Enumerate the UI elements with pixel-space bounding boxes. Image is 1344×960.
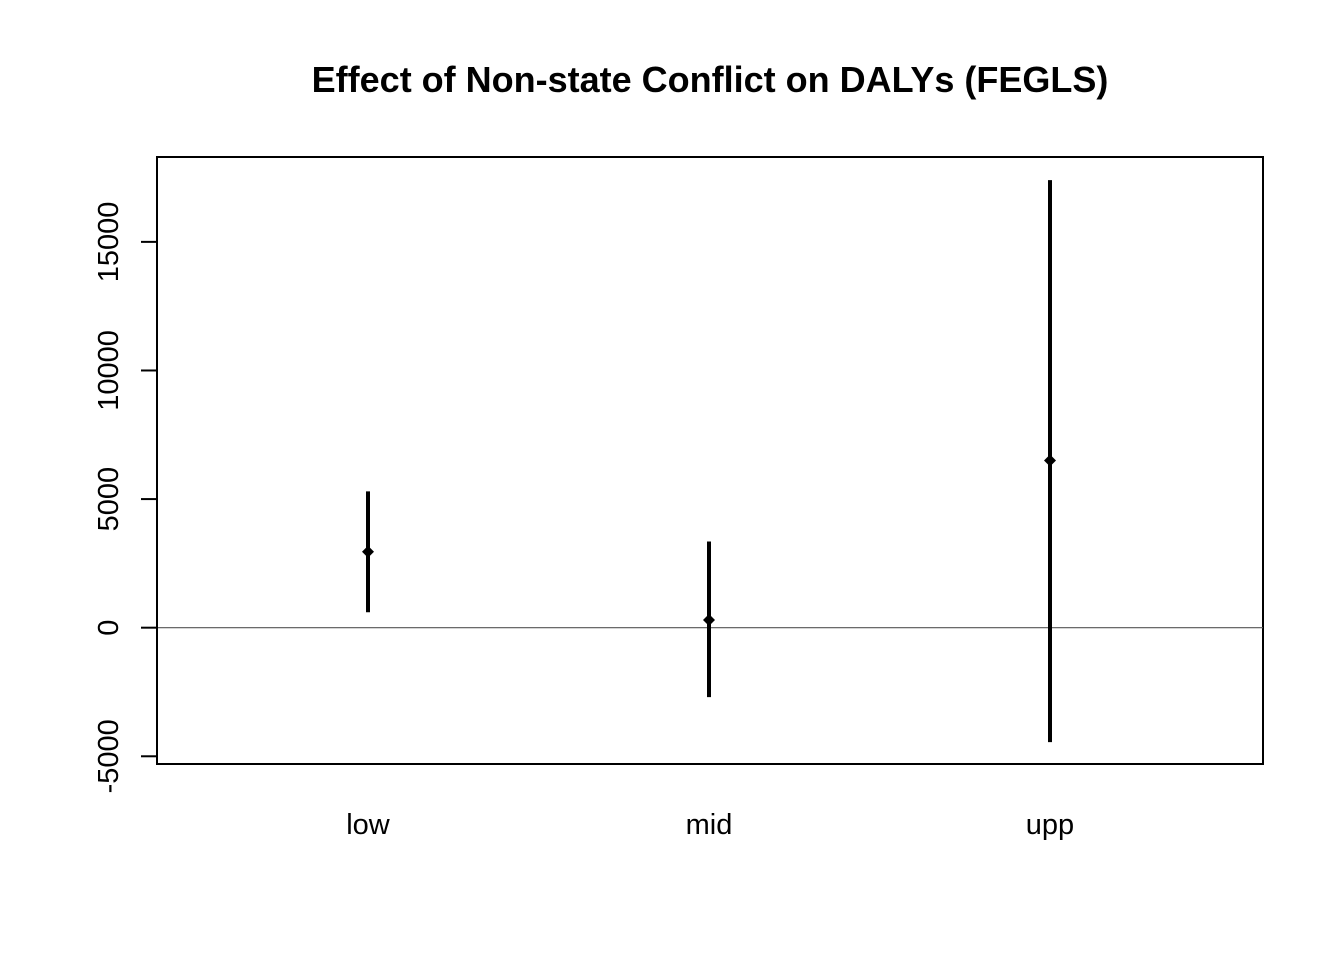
x-tick-label: upp [1026,809,1074,841]
y-tick-label: 15000 [93,202,125,283]
x-tick-label: mid [686,809,733,841]
y-tick-label: 0 [93,620,125,636]
point-estimate [703,613,715,626]
point-estimate [1044,454,1056,467]
y-tick-label: 10000 [93,330,125,411]
y-tick-label: -5000 [93,719,125,793]
estimates-series [362,180,1056,743]
point-estimate [362,545,374,558]
y-axis: -5000 0 5000 10000 15000 [93,202,158,793]
x-axis: low mid upp [346,809,1074,841]
x-tick-label: low [346,809,391,841]
chart-title: Effect of Non-state Conflict on DALYs (F… [312,59,1109,100]
y-tick-label: 5000 [93,467,125,532]
